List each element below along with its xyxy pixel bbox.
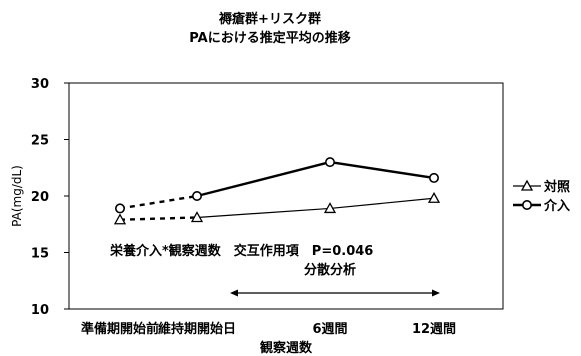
series-0-point bbox=[190, 211, 204, 223]
series-0-segment bbox=[119, 216, 198, 221]
x-tick-label: 準備期開始前 bbox=[81, 321, 159, 337]
y-tick-label: 25 bbox=[31, 134, 49, 149]
y-tick-label: 10 bbox=[31, 303, 49, 318]
x-tick-label: 6週間 bbox=[312, 322, 347, 337]
x-tick-label: 維持期開始日 bbox=[158, 321, 236, 337]
y-axis-label: PA(mg/dL) bbox=[10, 165, 24, 227]
legend-label: 対照 bbox=[543, 179, 570, 195]
series-0-point bbox=[323, 202, 337, 214]
series-1-point bbox=[324, 157, 335, 168]
series-0-segment bbox=[196, 207, 331, 219]
series-1-point bbox=[192, 191, 203, 202]
series-0-segment bbox=[329, 197, 435, 210]
series-0-point bbox=[427, 191, 441, 203]
legend-marker bbox=[520, 179, 534, 191]
x-axis-label: 観察週数 bbox=[259, 340, 313, 356]
y-axis-ticks: 10 15 20 25 30 bbox=[31, 77, 69, 318]
y-tick-label: 20 bbox=[31, 190, 49, 205]
series-1-point bbox=[428, 172, 439, 183]
series-0-point bbox=[113, 213, 127, 225]
range-label: 分散分析 bbox=[304, 262, 356, 278]
series-1-point bbox=[115, 203, 126, 214]
chart-title: 褥瘡群+リスク群 bbox=[218, 11, 321, 27]
legend-label: 介入 bbox=[543, 198, 570, 214]
legend-marker bbox=[521, 200, 532, 211]
interaction-annotation: 栄養介入*観察週数 交互作用項 P=0.046 bbox=[109, 243, 373, 259]
chart-subtitle: PAにおける推定平均の推移 bbox=[189, 30, 350, 46]
y-tick-label: 15 bbox=[31, 247, 49, 262]
series-1-segment bbox=[196, 160, 331, 198]
y-tick-label: 30 bbox=[31, 77, 49, 92]
x-tick-label: 12週間 bbox=[412, 322, 456, 337]
series-1-segment bbox=[329, 160, 435, 180]
range-arrow-left-head bbox=[230, 289, 238, 297]
range-arrow-right-head bbox=[432, 289, 440, 297]
series-1-segment bbox=[119, 194, 198, 210]
series-group bbox=[113, 157, 441, 225]
plot-area bbox=[68, 82, 504, 310]
